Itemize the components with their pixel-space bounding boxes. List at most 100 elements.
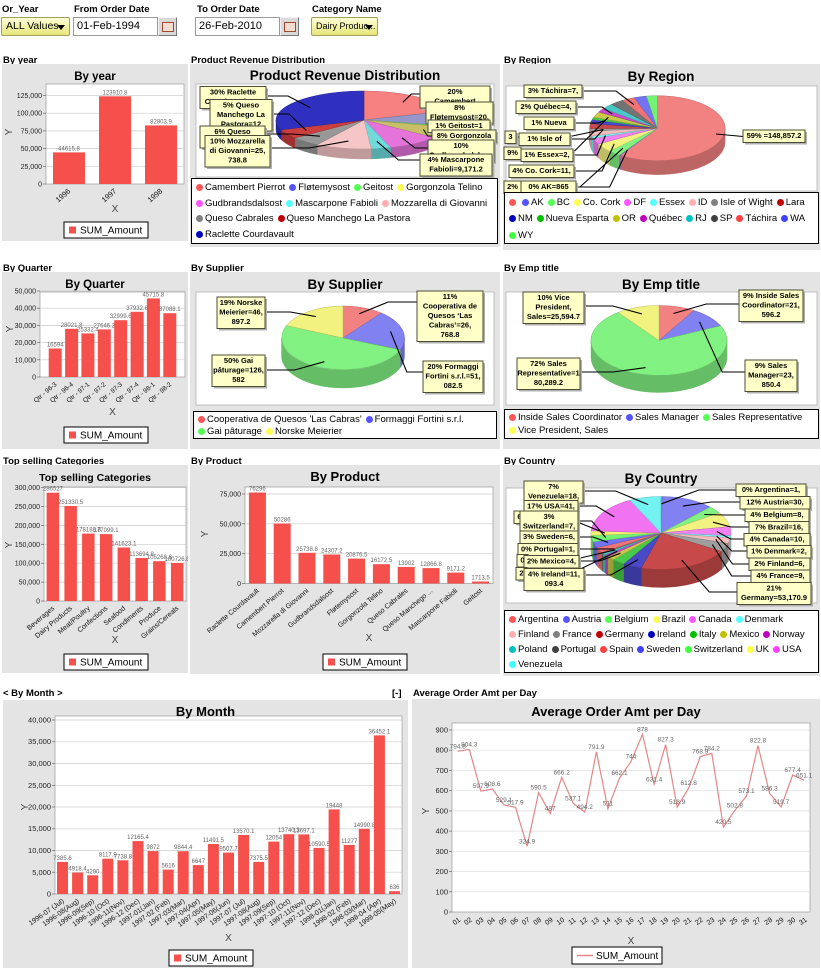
svg-text:By Country: By Country [625,471,698,486]
svg-text:4% Co. Cork=11,: 4% Co. Cork=11, [512,166,571,175]
svg-text:300: 300 [435,847,448,856]
svg-text:100: 100 [435,887,448,896]
svg-text:02: 02 [463,917,473,927]
svg-text:784.2: 784.2 [704,745,721,752]
svg-text:20876.5: 20876.5 [346,553,368,559]
svg-text:SUM_Amount: SUM_Amount [80,226,142,237]
svg-text:0: 0 [444,908,448,917]
svg-text:0% AK=865: 0% AK=865 [528,182,568,191]
svg-text:pâturage=126,: pâturage=126, [213,366,264,375]
svg-text:768.9: 768.9 [692,749,709,756]
svg-text:23: 23 [706,917,716,927]
svg-text:50% Gai: 50% Gai [224,356,253,365]
svg-text:4% Canada=10,: 4% Canada=10, [750,535,805,544]
svg-text:31: 31 [798,917,808,927]
svg-text:0: 0 [32,375,36,382]
svg-text:529.1: 529.1 [496,797,513,804]
svg-text:636: 636 [389,885,400,891]
svg-text:123910.8: 123910.8 [102,90,128,96]
svg-text:28021.8: 28021.8 [61,323,83,329]
svg-text:590.5: 590.5 [530,785,547,792]
svg-text:100,000: 100,000 [15,561,40,568]
svg-text:517.9: 517.9 [507,799,524,806]
svg-text:3%: 3% [544,512,555,521]
svg-text:1% Nueva: 1% Nueva [531,118,567,127]
svg-text:Camembert: Camembert [434,97,476,106]
svg-text:1% Geitost=1: 1% Geitost=1 [435,121,482,130]
svg-text:15,000: 15,000 [28,824,51,833]
svg-text:1% Essex=2,: 1% Essex=2, [524,150,569,159]
svg-text:50286: 50286 [274,518,291,524]
svg-text:804.3: 804.3 [461,741,478,748]
svg-text:20%: 20% [447,87,462,96]
svg-text:Y: Y [421,807,432,814]
svg-text:Coordinator=21,: Coordinator=21, [742,301,800,310]
svg-text:50,000: 50,000 [220,521,242,528]
svg-text:di Giovanni=25,: di Giovanni=25, [210,146,266,155]
svg-text:28: 28 [764,917,774,927]
svg-text:612.8: 612.8 [681,780,698,787]
svg-text:537.1: 537.1 [565,795,582,802]
svg-text:573.1: 573.1 [738,788,755,795]
svg-text:662.1: 662.1 [611,770,628,777]
svg-text:897.2: 897.2 [232,317,251,326]
svg-text:500: 500 [435,806,448,815]
svg-text:11277: 11277 [341,839,358,845]
svg-text:76296: 76296 [249,487,266,493]
svg-text:20% Formaggi: 20% Formaggi [427,362,478,371]
svg-text:08: 08 [533,917,543,927]
svg-text:10%: 10% [453,141,468,150]
svg-text:9507.7: 9507.7 [219,847,238,853]
svg-text:0: 0 [520,556,524,565]
svg-text:2% Mexico=4,: 2% Mexico=4, [527,557,576,566]
svg-text:37932.6: 37932.6 [126,306,148,312]
svg-text:37088.1: 37088.1 [159,307,181,313]
svg-text:7%: 7% [548,482,559,491]
svg-text:13740.3: 13740.3 [278,828,300,834]
svg-text:11: 11 [567,917,577,927]
svg-text:9% Sales: 9% Sales [755,361,788,370]
svg-text:608.6: 608.6 [484,781,501,788]
svg-text:487: 487 [545,806,556,813]
svg-text:X: X [112,204,119,215]
svg-text:2% Québec=4,: 2% Québec=4, [520,102,571,111]
svg-text:177099.1: 177099.1 [94,528,120,534]
svg-text:Manchego La: Manchego La [217,110,266,119]
svg-text:Cooperativa de: Cooperativa de [423,302,477,311]
svg-text:4% Ireland=11,: 4% Ireland=11, [528,570,580,579]
svg-text:8117.9: 8117.9 [99,853,118,859]
svg-text:15: 15 [613,917,623,927]
svg-text:7375.5: 7375.5 [250,856,269,862]
svg-text:44615.8: 44615.8 [58,146,80,152]
svg-text:651.1: 651.1 [796,772,813,779]
svg-text:082.5: 082.5 [444,381,463,390]
svg-text:03: 03 [475,917,485,927]
svg-text:X: X [225,933,232,944]
svg-text:0: 0 [38,182,42,189]
svg-text:19% Norske: 19% Norske [220,298,263,307]
svg-text:878: 878 [637,726,648,733]
svg-text:324.9: 324.9 [519,838,536,845]
svg-text:5616: 5616 [162,864,176,870]
svg-text:300,000: 300,000 [15,485,40,492]
svg-text:SUM_Amount: SUM_Amount [596,951,658,962]
svg-text:27: 27 [752,917,762,927]
svg-text:3% Sweden=6,: 3% Sweden=6, [523,532,575,541]
svg-text:4% Mascarpone: 4% Mascarpone [428,155,485,164]
svg-text:By Month: By Month [176,704,235,719]
svg-text:05: 05 [498,917,508,927]
svg-text:10% Vice: 10% Vice [537,293,569,302]
svg-text:597.9: 597.9 [473,783,490,790]
svg-text:X: X [628,936,635,947]
svg-text:12% Austria=30,: 12% Austria=30, [746,498,803,507]
svg-text:113694.8: 113694.8 [129,552,154,558]
svg-text:6647: 6647 [192,859,206,865]
svg-text:59% =148,857.2: 59% =148,857.2 [747,131,802,140]
svg-text:093.4: 093.4 [545,579,565,588]
svg-text:Sales=25,594.7: Sales=25,594.7 [527,312,580,321]
svg-text:Cabras’=26,: Cabras’=26, [429,321,471,330]
svg-text:582: 582 [232,375,245,384]
svg-text:10: 10 [556,917,566,927]
svg-text:0: 0 [237,581,241,588]
svg-text:25,000: 25,000 [28,781,51,790]
